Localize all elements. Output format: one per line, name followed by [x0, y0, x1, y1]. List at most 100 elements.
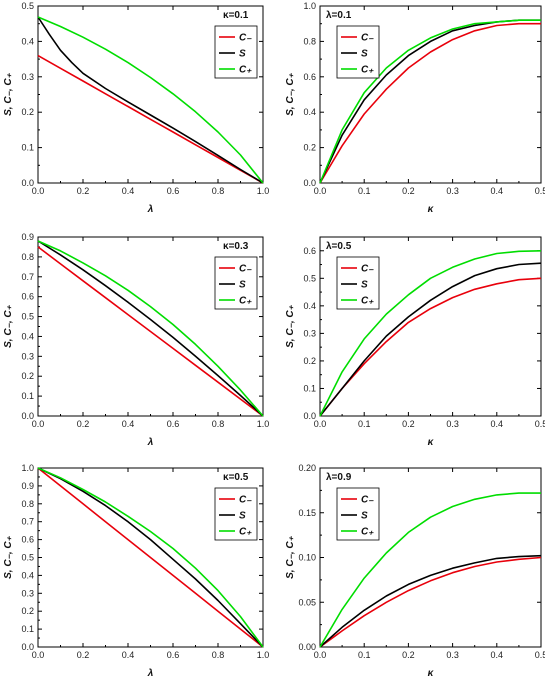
y-tick-label: 0.6	[303, 246, 316, 256]
y-tick-label: 0.2	[21, 606, 34, 616]
y-axis-label: S, C₋, C₊	[3, 72, 14, 116]
x-tick-label: 0.0	[32, 650, 45, 660]
y-tick-label: 0.00	[298, 642, 316, 652]
legend-entry-3: C₊	[239, 527, 252, 538]
parameter-label: κ=0.3	[223, 241, 249, 252]
x-tick-label: 1.0	[257, 186, 270, 196]
y-axis-label: S, C₋, C₊	[3, 535, 14, 579]
y-tick-label: 0.2	[303, 143, 316, 153]
x-tick-label: 0.3	[446, 186, 459, 196]
y-tick-label: 1.0	[21, 463, 34, 473]
y-tick-label: 0.3	[303, 328, 316, 338]
series-line-3	[319, 250, 542, 417]
y-tick-label: 0.5	[21, 553, 34, 563]
x-axis-label: λ	[147, 204, 154, 215]
x-tick-label: 0.2	[77, 186, 90, 196]
y-axis-label: S, C₋, C₊	[285, 72, 296, 116]
y-tick-label: 0.7	[21, 517, 34, 527]
series-line-1	[319, 556, 542, 648]
y-axis-label: S, C₋, C₊	[285, 304, 296, 348]
legend-entry-1: C₋	[361, 264, 374, 275]
series-line-2	[37, 16, 264, 184]
x-tick-label: 0.1	[358, 419, 371, 429]
y-tick-label: 0.5	[21, 312, 34, 322]
series-line-1	[319, 22, 541, 184]
legend-entry-3: C₊	[361, 527, 374, 538]
y-tick-label: 0.10	[298, 553, 316, 563]
x-tick-label: 0.6	[167, 186, 180, 196]
y-tick-label: 0.1	[21, 143, 34, 153]
y-tick-label: 0.4	[21, 331, 34, 341]
y-tick-label: 0.1	[303, 383, 316, 393]
x-tick-label: 0.2	[402, 419, 415, 429]
parameter-label: λ=0.5	[326, 241, 352, 252]
x-tick-label: 0.5	[535, 650, 545, 660]
x-tick-label: 0.2	[77, 419, 90, 429]
x-tick-label: 0.5	[535, 419, 545, 429]
y-tick-label: 0.9	[21, 232, 34, 242]
series-line-1	[37, 246, 264, 417]
x-tick-label: 0.3	[446, 650, 459, 660]
x-tick-label: 0.1	[358, 650, 371, 660]
legend-entry-1: C₋	[361, 33, 374, 44]
y-tick-label: 0.1	[21, 391, 34, 401]
y-axis-label: S, C₋, C₊	[285, 535, 296, 579]
series-line-2	[37, 467, 264, 648]
x-tick-label: 0.0	[314, 419, 327, 429]
y-tick-label: 0.3	[21, 588, 34, 598]
x-tick-label: 0.0	[314, 650, 327, 660]
chart-panel-4	[319, 236, 542, 417]
y-tick-label: 0.7	[21, 272, 34, 282]
y-tick-label: 0.0	[21, 178, 34, 188]
series-line-3	[319, 492, 541, 648]
y-tick-label: 0.5	[303, 273, 316, 283]
legend-entry-3: C₊	[239, 296, 252, 307]
x-tick-label: 0.4	[491, 186, 504, 196]
x-axis-label: κ	[428, 437, 435, 448]
legend-entry-3: C₊	[361, 296, 374, 307]
legend-entry-2: S	[239, 511, 246, 522]
x-tick-label: 0.8	[212, 419, 225, 429]
x-tick-label: 0.4	[491, 650, 504, 660]
x-tick-label: 1.0	[257, 419, 270, 429]
y-tick-label: 0.4	[21, 36, 34, 46]
y-tick-label: 0.2	[21, 371, 34, 381]
x-axis-label: λ	[147, 437, 154, 448]
y-tick-label: 0.2	[303, 356, 316, 366]
y-tick-label: 0.3	[21, 72, 34, 82]
x-tick-label: 0.6	[167, 650, 180, 660]
y-tick-label: 0.05	[298, 597, 316, 607]
y-axis-label: S, C₋, C₊	[3, 304, 14, 348]
legend-entry-1: C₋	[239, 495, 252, 506]
x-axis-label: κ	[428, 668, 435, 679]
chart-panel-6	[319, 467, 542, 648]
legend-entry-2: S	[361, 511, 368, 522]
legend-entry-2: S	[361, 280, 368, 291]
series-line-3	[37, 467, 264, 648]
y-tick-label: 0.9	[21, 481, 34, 491]
y-tick-label: 0.15	[298, 508, 316, 518]
x-axis-label: λ	[147, 668, 154, 679]
y-tick-label: 0.2	[21, 107, 34, 117]
x-axis-label: κ	[428, 204, 435, 215]
y-tick-label: 0.6	[303, 72, 316, 82]
x-tick-label: 0.6	[167, 419, 180, 429]
series-line-3	[319, 19, 541, 184]
legend-entry-2: S	[361, 49, 368, 60]
series-line-3	[37, 16, 264, 184]
legend-entry-3: C₊	[361, 65, 374, 76]
x-tick-label: 0.5	[535, 186, 545, 196]
legend-entry-1: C₋	[239, 264, 252, 275]
parameter-label: λ=0.1	[326, 10, 352, 21]
chart-panel-5	[37, 467, 264, 648]
legend-entry-1: C₋	[239, 33, 252, 44]
x-tick-label: 0.4	[122, 186, 135, 196]
y-tick-label: 0.8	[303, 36, 316, 46]
legend-entry-2: S	[239, 49, 246, 60]
y-tick-label: 0.20	[298, 463, 316, 473]
y-tick-label: 0.5	[21, 1, 34, 11]
y-tick-label: 0.0	[303, 178, 316, 188]
series-line-1	[319, 277, 542, 417]
y-tick-label: 0.4	[303, 107, 316, 117]
parameter-label: κ=0.5	[223, 472, 249, 483]
